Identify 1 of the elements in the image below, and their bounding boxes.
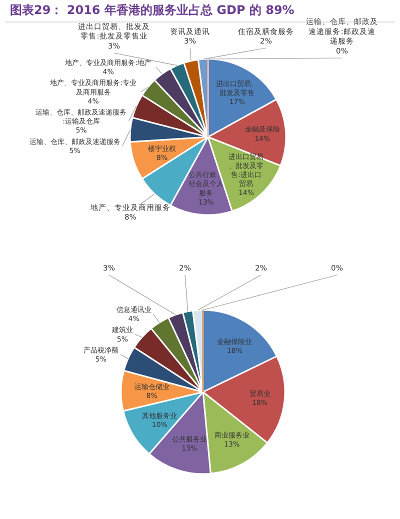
title: 图表29： 2016 年香港的服务业占总 GDP 的 89% xyxy=(10,3,294,17)
